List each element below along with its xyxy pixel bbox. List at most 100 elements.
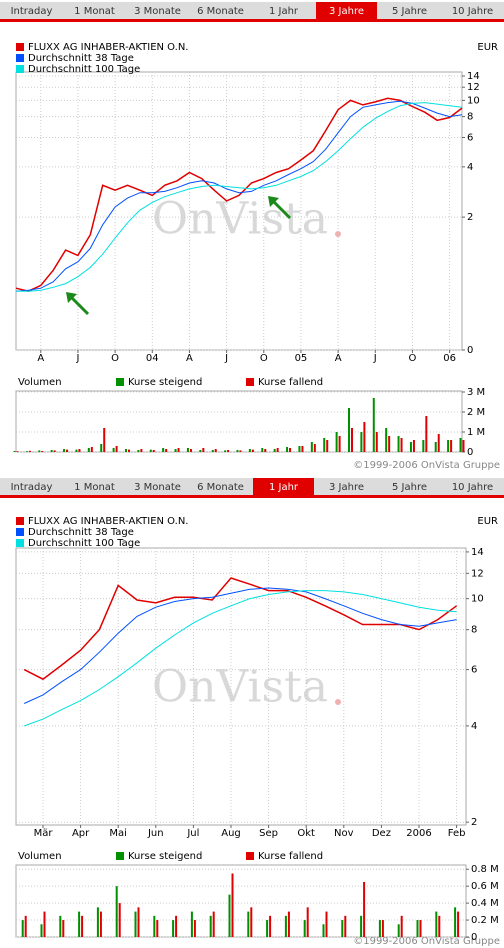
tab-label[interactable]: Intraday (11, 482, 53, 493)
y-tick-label: 6 (471, 665, 477, 676)
tab[interactable] (127, 2, 188, 19)
volume-bar (75, 449, 78, 452)
tab-label[interactable]: 3 Monate (134, 6, 181, 17)
volume-bar (62, 920, 65, 937)
x-tick-label: Mär (34, 828, 54, 839)
tab-label[interactable]: 5 Jahre (392, 6, 427, 17)
volume-bar (363, 422, 366, 452)
tab[interactable] (190, 478, 251, 495)
tab-label[interactable]: 1 Jahr (269, 6, 299, 17)
volume-bar (348, 408, 350, 452)
y-tick-label: 14 (471, 547, 484, 558)
legend-label: Kurse fallend (258, 377, 323, 388)
volume-bar (193, 920, 196, 937)
tab[interactable] (253, 2, 314, 19)
y-tick-label: 0 (471, 932, 477, 943)
volume-bar (425, 416, 428, 452)
tab[interactable] (253, 478, 314, 495)
volume-bar (298, 446, 301, 452)
x-tick-label: 04 (146, 353, 159, 364)
volume-bar (90, 447, 93, 452)
tab-label[interactable]: 6 Monate (197, 6, 244, 17)
legend-label: Kurse steigend (128, 851, 202, 862)
volume-bar (322, 924, 325, 937)
volume-bar (59, 915, 62, 937)
y-tick-label: 14 (467, 71, 480, 82)
volume-bar (25, 451, 28, 452)
tab[interactable] (316, 2, 377, 19)
volume-bar (313, 444, 316, 452)
copyright: ©1999-2006 OnVista Gruppe (353, 460, 500, 471)
volume-bar (266, 920, 269, 937)
volume-bar (360, 432, 363, 452)
tab[interactable] (1, 478, 62, 495)
legend-swatch (116, 852, 124, 860)
tab-underline (0, 19, 504, 22)
tab[interactable] (127, 478, 188, 495)
volume-bar (447, 440, 450, 452)
volume-bar (227, 450, 230, 452)
volume-bar (236, 450, 239, 452)
y-tick-label: 10 (471, 594, 484, 605)
legend-swatch (16, 517, 24, 525)
volume-bar (397, 436, 400, 452)
x-tick-label: O (409, 353, 417, 364)
tab-label[interactable]: 3 Jahre (329, 482, 364, 493)
tab-label[interactable]: 1 Monat (74, 482, 115, 493)
volume-bar (81, 915, 84, 937)
volume-bar (419, 920, 422, 937)
volume-bar (186, 448, 189, 452)
volume-bar (152, 450, 155, 452)
y-tick-label: 0.4 M (471, 898, 499, 909)
tab[interactable] (190, 2, 251, 19)
volume-bar (287, 911, 290, 937)
volume-bar (214, 449, 217, 452)
volume-bar (63, 449, 66, 452)
x-tick-label: Jun (147, 828, 164, 839)
tab-label[interactable]: 5 Jahre (392, 482, 427, 493)
tab-label[interactable]: 3 Jahre (329, 6, 364, 17)
volume-bar (134, 911, 137, 937)
volume-bar (38, 450, 41, 452)
tab-label[interactable]: 3 Monate (134, 482, 181, 493)
tab[interactable] (316, 478, 377, 495)
tab-label[interactable]: 1 Jahr (269, 482, 299, 493)
watermark: OnVista (152, 194, 328, 245)
tab[interactable] (442, 2, 503, 19)
volume-bar (115, 886, 118, 937)
volume-bar (462, 440, 465, 452)
plot-area (15, 390, 463, 453)
series-line (23, 577, 458, 681)
tab-label[interactable]: 6 Monate (197, 482, 244, 493)
x-tick-label: Mai (109, 828, 127, 839)
volume-bar (457, 911, 460, 937)
volume-bar (115, 446, 118, 452)
x-tick-label: 2006 (406, 828, 431, 839)
volume-bar (228, 894, 231, 937)
y-tick-label: 0 (467, 447, 473, 458)
tab-label[interactable]: Intraday (11, 6, 53, 17)
tab-label[interactable]: 10 Jahre (452, 482, 493, 493)
tab[interactable] (64, 478, 125, 495)
tab[interactable] (379, 2, 440, 19)
volume-bar (40, 924, 43, 937)
tab[interactable] (442, 478, 503, 495)
volume-bar (199, 450, 202, 452)
plot-area (15, 547, 467, 826)
tab[interactable] (1, 2, 62, 19)
volume-bar (454, 907, 457, 937)
arrow-shaft (68, 294, 90, 316)
volume-bar (16, 451, 19, 452)
volume-label: Volumen (18, 851, 62, 862)
volume-bar (286, 447, 289, 452)
tab[interactable] (379, 478, 440, 495)
tab[interactable] (64, 2, 125, 19)
volume-bar (251, 449, 254, 452)
tab-label[interactable]: 10 Jahre (452, 6, 493, 17)
x-tick-label: Feb (448, 828, 466, 839)
x-tick-label: O (260, 353, 268, 364)
tab-label[interactable]: 1 Monat (74, 6, 115, 17)
volume-bar (378, 920, 381, 937)
volume-bar (21, 920, 24, 937)
